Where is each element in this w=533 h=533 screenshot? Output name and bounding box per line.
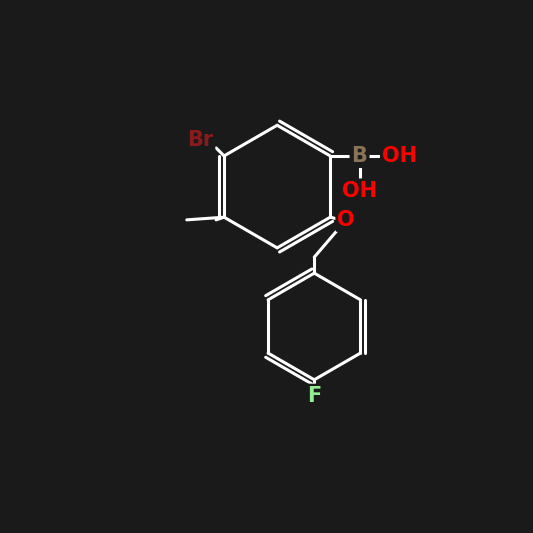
Text: Br: Br bbox=[187, 130, 213, 150]
Text: O: O bbox=[337, 210, 355, 230]
Text: OH: OH bbox=[382, 146, 417, 166]
Text: F: F bbox=[307, 386, 321, 406]
Text: B: B bbox=[352, 146, 367, 166]
Text: OH: OH bbox=[342, 181, 377, 200]
